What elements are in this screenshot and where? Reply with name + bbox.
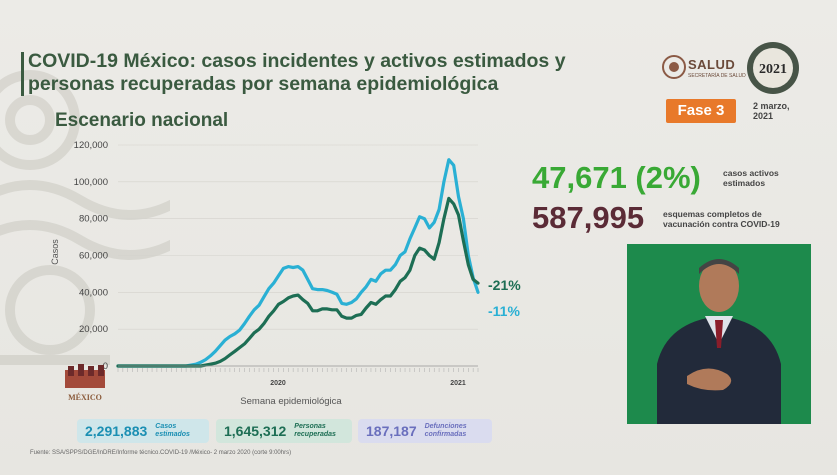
y-tick-label: 120,000 — [74, 140, 108, 151]
chart-series — [116, 158, 480, 368]
stat-label-1: Personas — [294, 423, 326, 430]
y-tick-label: 40,000 — [79, 287, 108, 298]
salud-wordmark: SALUD — [688, 57, 736, 72]
kpi-vacc-label-1: esquemas completos de — [663, 209, 762, 219]
stat-label: Casos estimados — [155, 423, 190, 439]
stat-label: Personas recuperadas — [294, 423, 336, 439]
y-tick-label: 100,000 — [74, 177, 108, 188]
y-tick-label: 0 — [103, 361, 108, 372]
stat-value: 2,291,883 — [85, 423, 148, 439]
y-axis-ticks: 0 20,000 40,000 60,000 80,000 100,000 120,000 — [74, 140, 108, 372]
salud-logo-icon — [662, 55, 686, 79]
x-axis — [117, 365, 479, 372]
fase-badge: Fase 3 — [666, 99, 736, 123]
date-line-2: 2021 — [753, 111, 774, 121]
kpi-vacc-label-2: vacunación contra COVID-19 — [663, 219, 780, 229]
stat-label-1: Defunciones — [424, 423, 467, 430]
x-axis-label: Semana epidemiológica — [240, 396, 342, 407]
page-subtitle: Escenario nacional — [55, 110, 229, 131]
y-tick-label: 20,000 — [79, 324, 108, 335]
interpreter-figure-icon — [627, 244, 811, 424]
kpi-vaccination-label: esquemas completos de vacunación contra … — [663, 209, 780, 229]
stat-deaths: 187,187 Defunciones confirmadas — [358, 419, 492, 443]
stat-recovered: 1,645,312 Personas recuperadas — [216, 419, 352, 443]
y-tick-label: 80,000 — [79, 214, 108, 225]
kpi-active-label-2: estimados — [723, 178, 766, 188]
stat-value: 1,645,312 — [224, 423, 287, 439]
active-change-label: -21% — [488, 277, 521, 293]
chart-grid — [118, 144, 478, 367]
sign-language-interpreter-video — [627, 244, 811, 424]
y-tick-label: 60,000 — [79, 251, 108, 262]
covid-chart: 020,00040,00060,00080,000100,000120,000 … — [50, 140, 521, 407]
title-line-1: COVID-19 México: casos incidentes y acti… — [28, 50, 566, 72]
year-label-2020: 2020 — [270, 380, 286, 387]
title-line-2: personas recuperadas por semana epidemio… — [28, 73, 499, 95]
kpi-active-cases-value: 47,671 (2%) — [532, 160, 701, 195]
kpi-active-cases-label: casos activos estimados — [723, 168, 779, 188]
stat-value: 187,187 — [366, 423, 417, 439]
y-axis-label: Casos — [50, 239, 60, 265]
year-2021-badge-icon: 2021 — [747, 42, 799, 94]
incident-change-label: -11% — [488, 303, 520, 319]
stat-label-2: estimados — [155, 431, 190, 438]
source-note: Fuente: SSA/SPPS/DGE/InDRE/Informe técni… — [30, 450, 292, 456]
kpi-active-label-1: casos activos — [723, 168, 779, 178]
stat-estimated-cases: 2,291,883 Casos estimados — [77, 419, 209, 443]
stat-label: Defunciones confirmadas — [425, 423, 467, 439]
page-title: COVID-19 México: casos incidentes y acti… — [21, 50, 618, 96]
stat-label-1: Casos — [155, 423, 177, 430]
kpi-vaccination-value: 587,995 — [532, 200, 645, 235]
series-line-incident — [116, 158, 480, 368]
stat-label-2: confirmadas — [424, 431, 467, 438]
year-badge-text: 2021 — [759, 62, 787, 77]
title-accent-bar — [21, 52, 24, 96]
date-line-1: 2 marzo, — [753, 101, 790, 111]
mexico-logo-text: MÉXICO — [68, 392, 102, 402]
stat-label-2: recuperadas — [294, 431, 336, 438]
year-label-2021: 2021 — [450, 380, 466, 387]
watermark-pattern — [0, 70, 170, 365]
salud-subtitle: SECRETARÍA DE SALUD — [688, 73, 746, 79]
gobierno-de-mexico-logo: MÉXICO — [65, 364, 105, 402]
date-label: 2 marzo, 2021 — [753, 101, 790, 121]
series-line-active — [116, 196, 480, 368]
